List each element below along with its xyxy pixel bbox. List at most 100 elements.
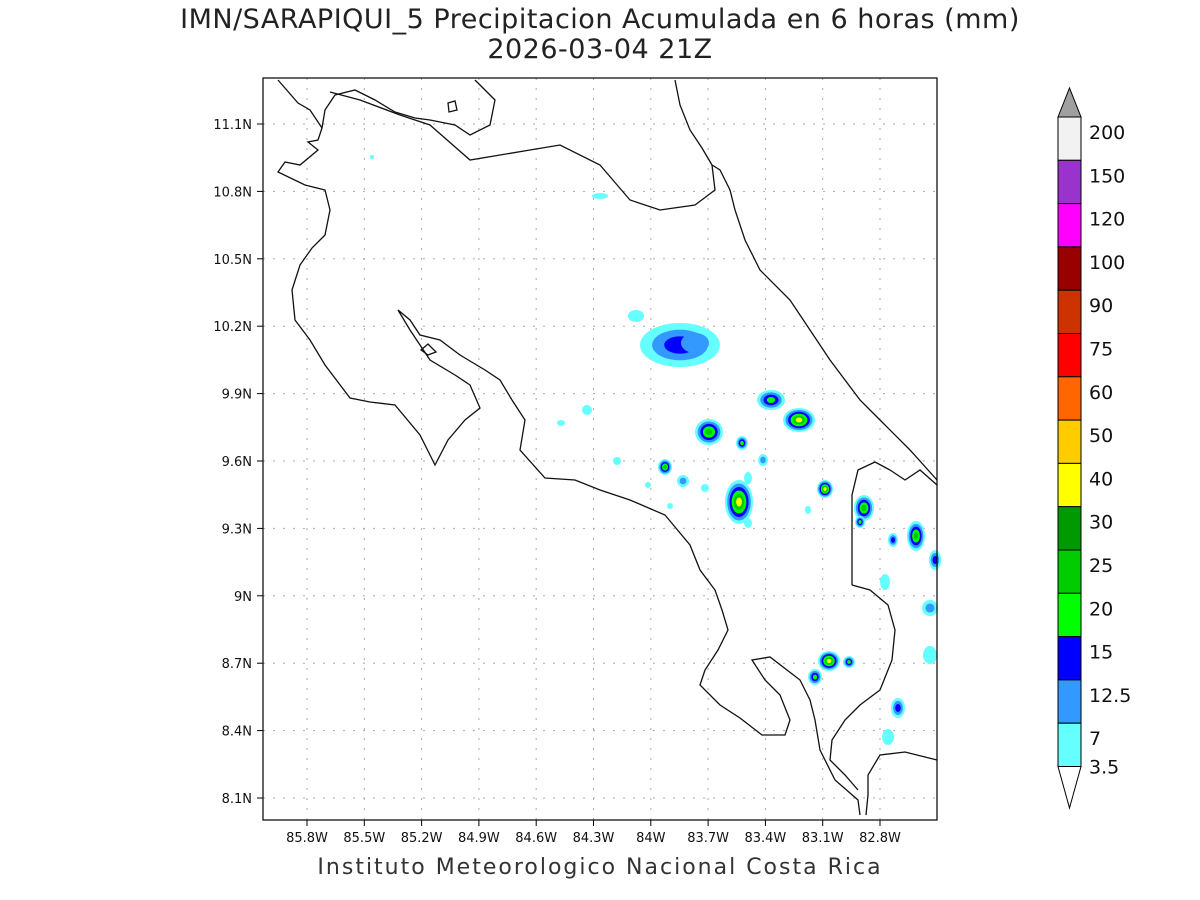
colorbar-bin bbox=[1057, 203, 1082, 248]
precip-cell bbox=[736, 436, 748, 450]
panama-pacific-coastline bbox=[865, 751, 938, 816]
lon-tick-label: 85.2W bbox=[401, 831, 443, 846]
colorbar-bin bbox=[1057, 333, 1082, 378]
lon-tick-label: 82.8W bbox=[859, 831, 901, 846]
lon-tick-label: 85.8W bbox=[286, 831, 328, 846]
precip-contour bbox=[645, 482, 651, 488]
latitude-axis: 11.1N 10.8N 10.5N 10.2N 9.9N 9.6N 9.3N 9N 8.7N 8.… bbox=[213, 118, 263, 807]
colorbar-bin bbox=[1057, 246, 1082, 291]
lat-tick-label: 9.9N bbox=[222, 388, 252, 403]
map-title: IMN/SARAPIQUI_5 Precipitacion Acumulada … bbox=[180, 4, 1020, 35]
lat-tick-label: 9N bbox=[234, 590, 252, 605]
precip-contour bbox=[582, 405, 592, 415]
colorbar-over-arrow bbox=[1057, 86, 1082, 118]
precip-contour bbox=[880, 574, 890, 590]
precip-contour bbox=[847, 660, 851, 664]
precip-cell bbox=[677, 475, 689, 487]
precip-cell bbox=[808, 669, 822, 685]
lat-tick-label: 8.1N bbox=[222, 792, 252, 807]
precip-cell bbox=[701, 484, 709, 492]
colorbar: 200 150 120 100 90 75 60 50 40 30 25 20 15 12.5 7 3.5 bbox=[1057, 86, 1131, 810]
precip-contour bbox=[858, 520, 862, 524]
colorbar-bin bbox=[1057, 419, 1082, 464]
lon-tick-label: 84.3W bbox=[573, 831, 615, 846]
precip-contour bbox=[925, 603, 935, 613]
colorbar-bin bbox=[1057, 636, 1082, 681]
precip-cell bbox=[907, 521, 925, 551]
precip-contour bbox=[370, 155, 374, 159]
lon-tick-label: 85.5W bbox=[343, 831, 385, 846]
precip-cell bbox=[667, 503, 673, 509]
precip-contour bbox=[861, 504, 867, 512]
coastlines bbox=[277, 79, 938, 816]
colorbar-label: 20 bbox=[1089, 598, 1113, 620]
precip-contour bbox=[740, 440, 744, 446]
precip-contour bbox=[932, 556, 938, 564]
precip-contour bbox=[592, 193, 608, 199]
precip-cell bbox=[658, 459, 672, 475]
precip-contour bbox=[557, 420, 565, 426]
longitude-axis: 85.8W 85.5W 85.2W 84.9W 84.6W 84.3W 84W 83.7W 83… bbox=[286, 820, 901, 846]
colorbar-bin bbox=[1057, 506, 1082, 551]
precip-cell bbox=[758, 454, 768, 466]
precip-cell bbox=[370, 155, 374, 159]
precip-contour bbox=[613, 457, 621, 465]
precip-cell bbox=[805, 506, 811, 514]
lon-tick-label: 84W bbox=[636, 831, 666, 846]
lat-tick-label: 9.6N bbox=[222, 455, 252, 470]
precip-cell bbox=[592, 193, 608, 199]
precip-cell bbox=[891, 698, 905, 718]
colorbar-label: 100 bbox=[1089, 252, 1125, 274]
colorbar-label: 30 bbox=[1089, 512, 1113, 534]
precip-contour bbox=[705, 428, 713, 436]
lon-tick-label: 83.4W bbox=[744, 831, 786, 846]
top-coastline bbox=[674, 79, 713, 166]
colorbar-label: 200 bbox=[1089, 122, 1125, 144]
nicaragua-coastline bbox=[321, 79, 496, 136]
precip-contour bbox=[681, 333, 709, 353]
colorbar-label: 60 bbox=[1089, 382, 1113, 404]
precip-cell bbox=[855, 516, 865, 528]
precip-contour bbox=[667, 503, 673, 509]
precip-cell bbox=[744, 518, 752, 528]
graticule bbox=[263, 78, 937, 820]
pacific-coastline bbox=[277, 79, 861, 816]
colorbar-label: 150 bbox=[1089, 165, 1125, 187]
precip-cell bbox=[922, 600, 938, 616]
precip-contour bbox=[744, 472, 752, 484]
lat-tick-label: 11.1N bbox=[213, 118, 252, 133]
precip-cell bbox=[744, 472, 752, 484]
precip-contour bbox=[760, 456, 766, 464]
colorbar-label: 15 bbox=[1089, 642, 1113, 664]
panama-border bbox=[851, 461, 938, 585]
precip-cell bbox=[929, 550, 941, 570]
precip-cell bbox=[880, 574, 890, 590]
lon-tick-label: 84.6W bbox=[515, 831, 557, 846]
lon-tick-label: 83.7W bbox=[687, 831, 729, 846]
colorbar-bin bbox=[1057, 376, 1082, 421]
precip-cell bbox=[628, 310, 644, 322]
precip-cell bbox=[818, 651, 840, 671]
precip-contour bbox=[805, 506, 811, 514]
map-valid-time: 2026-03-04 21Z bbox=[487, 34, 713, 65]
precip-cell bbox=[757, 390, 785, 410]
colorbar-label: 7 bbox=[1089, 728, 1101, 750]
precip-contour bbox=[679, 477, 687, 485]
colorbar-bin bbox=[1057, 592, 1082, 638]
colorbar-bin bbox=[1057, 722, 1082, 768]
lat-tick-label: 8.4N bbox=[222, 725, 252, 740]
colorbar-label: 90 bbox=[1089, 295, 1113, 317]
lat-tick-label: 10.5N bbox=[213, 253, 252, 268]
precip-cell bbox=[817, 480, 833, 498]
precip-contour bbox=[701, 484, 709, 492]
precip-cell bbox=[854, 495, 874, 521]
colorbar-bin bbox=[1057, 462, 1082, 508]
precip-cell bbox=[923, 646, 937, 664]
colorbar-label: 12.5 bbox=[1089, 685, 1131, 707]
precip-contour bbox=[923, 646, 937, 664]
precip-cell bbox=[882, 729, 894, 745]
lon-tick-label: 83.1W bbox=[802, 831, 844, 846]
island bbox=[447, 100, 458, 113]
colorbar-label: 3.5 bbox=[1089, 757, 1119, 779]
colorbar-bin bbox=[1057, 549, 1082, 594]
